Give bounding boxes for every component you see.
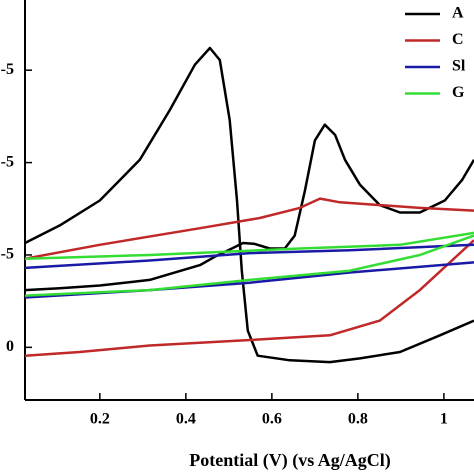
legend-label: A [452,5,464,22]
legend-label: G [452,84,465,101]
x-tick-label: 0.8 [348,411,368,428]
x-axis-label: Potential (V) (vs Ag/AgCl) [189,450,390,471]
y-tick-label: -5 [1,246,14,263]
series-line [24,243,474,299]
series-line [24,46,474,364]
y-tick-label: -5 [1,61,14,78]
x-tick-label: 0.4 [176,411,196,428]
y-tick-label: -5 [1,153,14,170]
x-tick-label: 0.2 [90,411,110,428]
x-tick-label: 1 [440,411,448,428]
series-line [24,231,474,297]
x-tick-label: 0.6 [262,411,282,428]
legend-label: Sl [452,58,466,75]
legend-label: C [452,31,464,48]
y-tick-label: 0 [6,338,14,355]
series-line [24,197,474,357]
